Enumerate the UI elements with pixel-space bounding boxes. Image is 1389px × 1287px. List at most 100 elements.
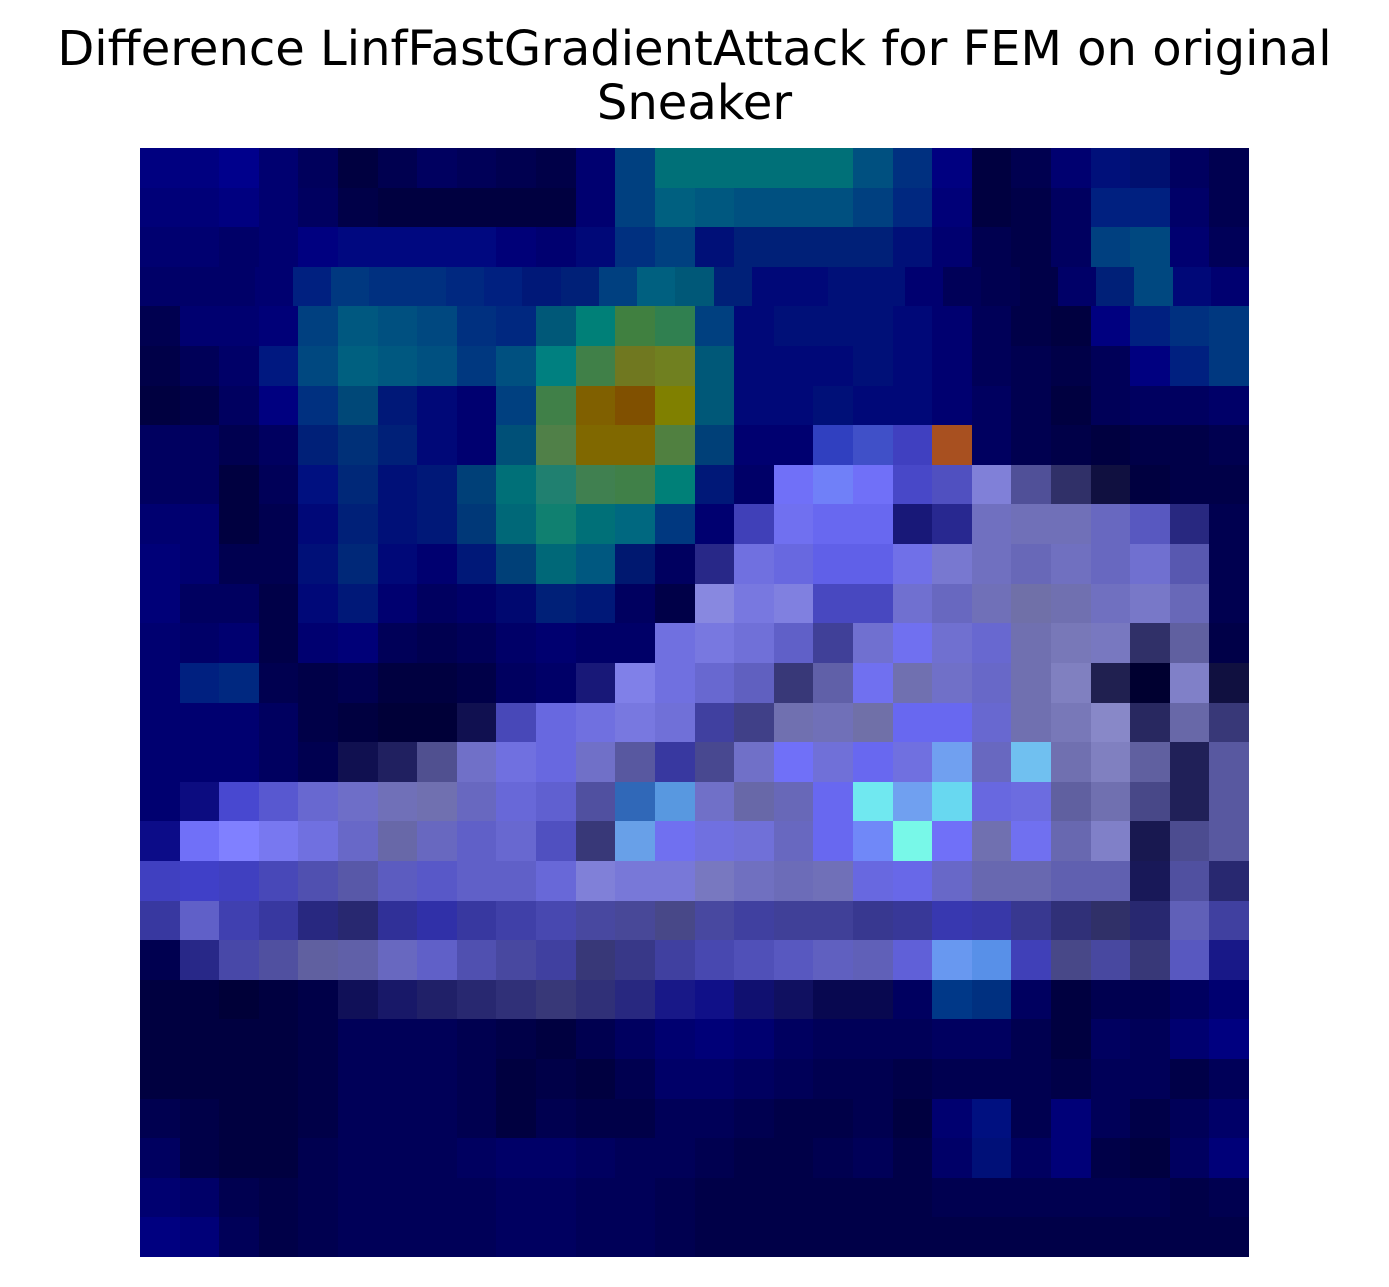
heatmap-cell — [457, 1138, 496, 1178]
heatmap-cell — [576, 1019, 615, 1059]
heatmap-cell — [615, 1217, 655, 1257]
heatmap-cell — [561, 267, 599, 306]
heatmap-cell — [774, 1059, 813, 1099]
heatmap-cell — [1173, 267, 1211, 306]
heatmap-cell — [338, 1099, 378, 1138]
heatmap-cell — [695, 1138, 734, 1178]
heatmap-cell — [1209, 821, 1249, 861]
heatmap-cell — [496, 227, 536, 267]
heatmap-cell — [1091, 425, 1130, 465]
heatmap-cell — [615, 901, 655, 940]
heatmap-cell — [298, 306, 338, 346]
heatmap-cell — [496, 1178, 536, 1217]
heatmap-cell — [1170, 1217, 1209, 1257]
heatmap-cell — [695, 980, 734, 1019]
heatmap-cell — [1170, 504, 1209, 544]
heatmap-cell — [338, 1059, 378, 1099]
heatmap-cell — [1051, 148, 1091, 188]
heatmap-cell — [140, 940, 180, 980]
heatmap-cell — [1058, 267, 1096, 306]
heatmap-cell — [1130, 1178, 1170, 1217]
heatmap-cell — [893, 703, 932, 742]
heatmap-cell — [536, 346, 576, 386]
heatmap-cell — [576, 703, 615, 742]
heatmap-cell — [298, 386, 338, 425]
heatmap-cell — [695, 188, 734, 227]
heatmap-cell — [893, 742, 932, 782]
heatmap-cell — [496, 148, 536, 188]
heatmap-cell — [1096, 267, 1134, 306]
heatmap-cell — [219, 306, 259, 346]
heatmap-cell — [457, 227, 496, 267]
heatmap-cell — [853, 663, 893, 703]
heatmap-cell — [338, 940, 378, 980]
heatmap-cell — [893, 465, 932, 504]
heatmap-cell — [893, 861, 932, 901]
heatmap-cell — [853, 821, 893, 861]
heatmap-cell — [496, 386, 536, 425]
heatmap-cell — [140, 703, 180, 742]
heatmap-cell — [932, 1138, 972, 1178]
heatmap-cell — [893, 1059, 932, 1099]
heatmap-cell — [1011, 1138, 1051, 1178]
heatmap-cell — [932, 663, 972, 703]
heatmap-cell — [219, 227, 259, 267]
heatmap-cell — [338, 465, 378, 504]
heatmap-cell — [338, 1019, 378, 1059]
heatmap-cell — [219, 1138, 259, 1178]
heatmap-cell — [1170, 703, 1209, 742]
heatmap-cell — [259, 940, 298, 980]
heatmap-cell — [1209, 386, 1249, 425]
heatmap-cell — [893, 188, 932, 227]
heatmap-cell — [1011, 663, 1051, 703]
heatmap-cell — [1051, 306, 1091, 346]
heatmap-cell — [734, 504, 774, 544]
heatmap-cell — [655, 504, 695, 544]
heatmap-cell — [180, 1178, 219, 1217]
heatmap-cell — [180, 1138, 219, 1178]
heatmap-cell — [1209, 940, 1249, 980]
heatmap-cell — [734, 821, 774, 861]
heatmap-cell — [298, 425, 338, 465]
heatmap-cell — [140, 742, 180, 782]
heatmap-cell — [1051, 940, 1091, 980]
heatmap-cell — [576, 346, 615, 386]
heatmap-cell — [774, 425, 813, 465]
heatmap-cell — [932, 425, 972, 465]
heatmap-cell — [536, 227, 576, 267]
heatmap-cell — [615, 742, 655, 782]
heatmap-cell — [496, 980, 536, 1019]
heatmap-cell — [1011, 1217, 1051, 1257]
heatmap-cell — [496, 623, 536, 663]
heatmap-cell — [734, 148, 774, 188]
heatmap-cell — [219, 148, 259, 188]
heatmap-cell — [417, 1217, 457, 1257]
heatmap-cell — [338, 346, 378, 386]
heatmap-cell — [615, 1059, 655, 1099]
heatmap-cell — [655, 623, 695, 663]
heatmap-cell — [417, 940, 457, 980]
heatmap-cell — [140, 1138, 180, 1178]
heatmap-cell — [378, 386, 417, 425]
heatmap-cell — [1170, 386, 1209, 425]
heatmap-cell — [1011, 742, 1051, 782]
heatmap-cell — [615, 821, 655, 861]
heatmap-cell — [536, 901, 576, 940]
heatmap-cell — [576, 1099, 615, 1138]
heatmap-cell — [905, 267, 943, 306]
heatmap-cell — [972, 1138, 1011, 1178]
heatmap-cell — [734, 386, 774, 425]
heatmap-cell — [140, 504, 180, 544]
heatmap-cell — [655, 1217, 695, 1257]
heatmap-cell — [972, 1019, 1011, 1059]
heatmap-cell — [1170, 465, 1209, 504]
heatmap-cell — [536, 188, 576, 227]
heatmap-cell — [1170, 901, 1209, 940]
heatmap-cell — [180, 901, 219, 940]
heatmap-cell — [417, 901, 457, 940]
heatmap-cell — [417, 1059, 457, 1099]
heatmap-cell — [1170, 425, 1209, 465]
heatmap-cell — [695, 703, 734, 742]
heatmap-cell — [417, 623, 457, 663]
heatmap-cell — [180, 386, 219, 425]
